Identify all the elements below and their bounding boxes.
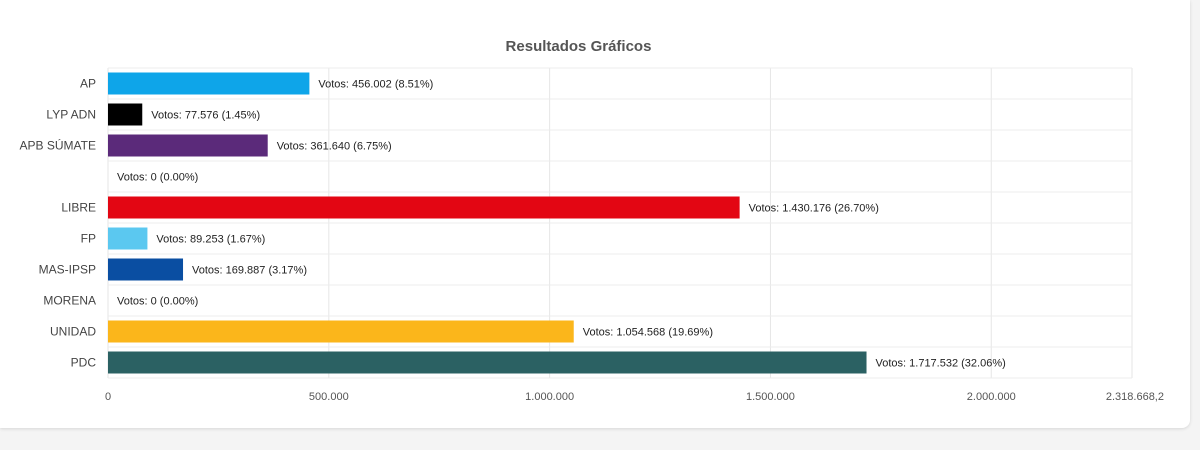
data-label: Votos: 89.253 (1.67%) xyxy=(156,234,265,246)
data-label: Votos: 1.054.568 (19.69%) xyxy=(583,327,713,339)
data-label: Votos: 1.717.532 (32.06%) xyxy=(876,358,1006,370)
data-label: Votos: 77.576 (1.45%) xyxy=(151,110,260,122)
category-label: UNIDAD xyxy=(50,325,96,339)
x-tick-label: 500.000 xyxy=(309,391,349,403)
bar-chart: AP Votos: 456.002 (8.51%) LYP ADN Votos: 77… xyxy=(20,67,1164,403)
category-label: LIBRE xyxy=(61,201,96,215)
chart-title: Resultados Gráficos xyxy=(505,38,652,55)
bar xyxy=(108,103,143,126)
category-label: PDC xyxy=(71,356,97,370)
x-tick-label: 2.318.668,2 xyxy=(1106,391,1164,403)
x-tick-label: 1.000.000 xyxy=(525,391,574,403)
data-label: Votos: 169.887 (3.17%) xyxy=(192,265,307,277)
chart-card: Resultados Gráficos AP Votos: 456.002 (8.… xyxy=(0,0,1190,428)
bar xyxy=(108,196,740,219)
bar xyxy=(108,258,184,281)
bar xyxy=(108,134,268,157)
bar xyxy=(108,351,867,374)
data-label: Votos: 361.640 (6.75%) xyxy=(277,141,392,153)
category-label: LYP ADN xyxy=(46,108,96,122)
category-label: APB SÚMATE xyxy=(20,138,96,153)
category-label: MORENA xyxy=(43,294,96,308)
bar xyxy=(108,227,148,250)
category-label: AP xyxy=(80,77,96,91)
data-label: Votos: 0 (0.00%) xyxy=(117,296,198,308)
x-tick-label: 1.500.000 xyxy=(746,391,795,403)
category-label: MAS-IPSP xyxy=(39,263,96,277)
x-tick-label: 0 xyxy=(105,391,111,403)
bar xyxy=(108,320,574,343)
bar xyxy=(108,72,310,95)
data-label: Votos: 0 (0.00%) xyxy=(117,172,198,184)
category-label: FP xyxy=(81,232,96,246)
data-label: Votos: 1.430.176 (26.70%) xyxy=(749,203,879,215)
data-label: Votos: 456.002 (8.51%) xyxy=(318,79,433,91)
x-tick-label: 2.000.000 xyxy=(967,391,1016,403)
